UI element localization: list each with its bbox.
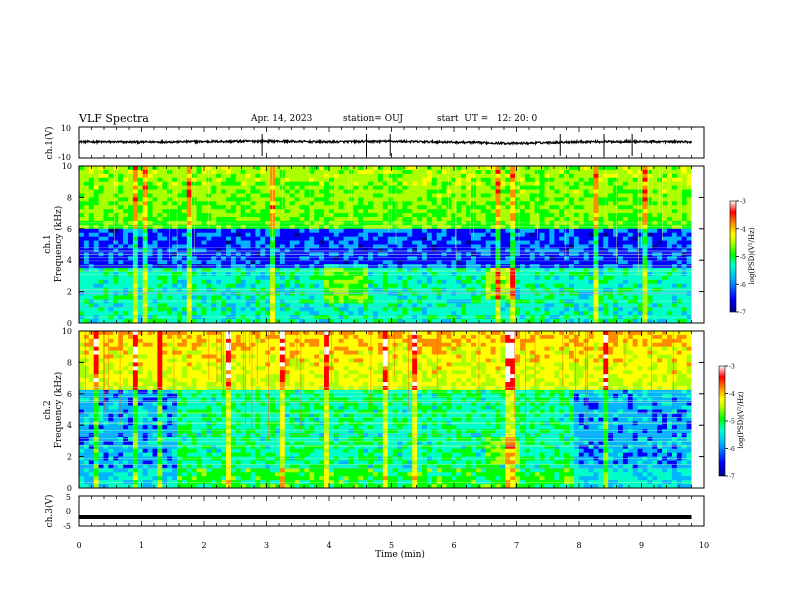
time-axis-label: Time (min) <box>375 549 425 560</box>
time-axis-tick-1: 1 <box>139 541 144 550</box>
ch1-waveform-trace <box>78 138 693 146</box>
ch2-spectrogram-ytick-4: 4 <box>67 421 72 430</box>
time-axis-tick-2: 2 <box>201 541 206 550</box>
ch3-waveform-panel: 5 0 -5 ch.3(V) <box>44 493 705 531</box>
ch1-colorbar-tick-2: -5 <box>740 254 746 261</box>
spec2-no-data <box>691 331 704 488</box>
ch3-ytick-mid: 0 <box>66 507 71 516</box>
ch1-colorbar-tick-4: -7 <box>740 310 746 317</box>
time-axis-ticks <box>78 127 705 526</box>
ch1-colorbar-tick-3: -6 <box>740 282 746 289</box>
ch1-ytick-top: 10 <box>61 124 71 133</box>
ch1-spectrogram-yticks: 0 2 4 6 8 10 <box>62 162 704 328</box>
figure-title: VLF Spectra <box>79 112 149 125</box>
ch2-colorbar-tick-2: -5 <box>729 419 735 426</box>
ch2-colorbar-tick-1: -4 <box>729 391 735 398</box>
ch1-spectrogram-ytick-8: 8 <box>67 193 72 202</box>
ch2-colorbar-tick-4: -7 <box>729 474 735 481</box>
ch1-spectrogram-ytick-10: 10 <box>62 162 72 171</box>
ch1-spectrogram-panel: 0 2 4 6 8 10 ch.1 Frequency (kHz) -3 -4 -5 -6 -7 … <box>43 162 756 328</box>
time-axis-tick-3: 3 <box>264 541 269 550</box>
ch1-spectrogram-ytick-0: 0 <box>67 319 72 328</box>
ch1-colorbar-tick-1: -4 <box>740 226 746 233</box>
time-axis-tick-9: 9 <box>639 541 644 550</box>
header-start-time: start UT = 12: 20: 0 <box>437 114 538 124</box>
ch1-spectrogram-ylabel-channel: ch.1 <box>43 234 53 253</box>
ch2-spectrogram-ytick-10: 10 <box>62 327 72 336</box>
ch2-spectrogram-heatmap <box>79 331 704 489</box>
ch1-colorbar-tick-0: -3 <box>740 199 746 206</box>
ch2-spectrogram-ytick-8: 8 <box>67 358 72 367</box>
ch1-ytick-bottom: -10 <box>58 153 71 162</box>
ch2-spectrogram-panel: 0 2 4 6 8 10 ch.2 Frequency (kHz) -3 -4 -5 -6 -7 … <box>43 327 745 493</box>
time-axis-tick-8: 8 <box>576 541 581 550</box>
header-station: station= OUJ <box>343 114 404 124</box>
ch1-spectrogram-ytick-4: 4 <box>67 256 72 265</box>
ch1-colorbar-ticks: -3 -4 -5 -6 -7 <box>736 199 746 317</box>
time-axis-tick-labels: 0 1 2 3 4 5 6 7 8 9 10 <box>76 541 709 550</box>
ch1-colorbar: -3 -4 -5 -6 -7 log(PSD)(V²/Hz) <box>729 199 756 317</box>
ch3-ytick-bottom: -5 <box>63 522 71 531</box>
ch2-spectrogram-ylabel-channel: ch.2 <box>43 400 53 419</box>
ch2-colorbar-tick-3: -6 <box>729 446 735 453</box>
ch1-ylabel: ch.1(V) <box>44 127 55 160</box>
time-axis-tick-0: 0 <box>76 541 81 550</box>
ch2-spectrogram-ytick-0: 0 <box>67 484 72 493</box>
ch1-waveform-spikes <box>261 134 633 156</box>
spec1-no-data <box>691 166 704 323</box>
header-date: Apr. 14, 2023 <box>251 114 313 124</box>
ch2-spectrogram-ylabel-frequency: Frequency (kHz) <box>53 372 64 449</box>
ch2-spectrogram-ytick-6: 6 <box>67 390 72 399</box>
ch2-colorbar-gradient <box>718 365 726 477</box>
ch1-colorbar-gradient <box>729 200 737 313</box>
time-axis-tick-4: 4 <box>326 541 331 550</box>
ch1-spectrogram-ylabel-frequency: Frequency (kHz) <box>53 206 64 283</box>
ch1-colorbar-label: log(PSD)(V²/Hz) <box>748 227 756 284</box>
ch2-colorbar-ticks: -3 -4 -5 -6 -7 <box>725 364 735 481</box>
time-axis-tick-10: 10 <box>699 541 709 550</box>
ch3-ylabel: ch.3(V) <box>44 495 55 528</box>
time-axis-tick-6: 6 <box>451 541 456 550</box>
ch2-spectrogram-ytick-2: 2 <box>67 453 72 462</box>
ch2-spectrogram-yticks: 0 2 4 6 8 10 <box>62 327 704 493</box>
ch2-colorbar: -3 -4 -5 -6 -7 log(PSD)(V²/Hz) <box>718 364 745 481</box>
ch1-waveform-panel: 10 -10 ch.1(V) <box>44 124 705 162</box>
ch1-spectrogram-heatmap <box>79 166 704 324</box>
ch2-colorbar-label: log(PSD)(V²/Hz) <box>737 391 745 448</box>
ch1-spectrogram-ytick-2: 2 <box>67 288 72 297</box>
ch2-colorbar-tick-0: -3 <box>729 364 735 371</box>
ch3-ytick-top: 5 <box>66 493 71 502</box>
time-axis-tick-5: 5 <box>389 541 394 550</box>
ch1-spectrogram-ytick-6: 6 <box>67 225 72 234</box>
time-axis-tick-7: 7 <box>514 541 519 550</box>
